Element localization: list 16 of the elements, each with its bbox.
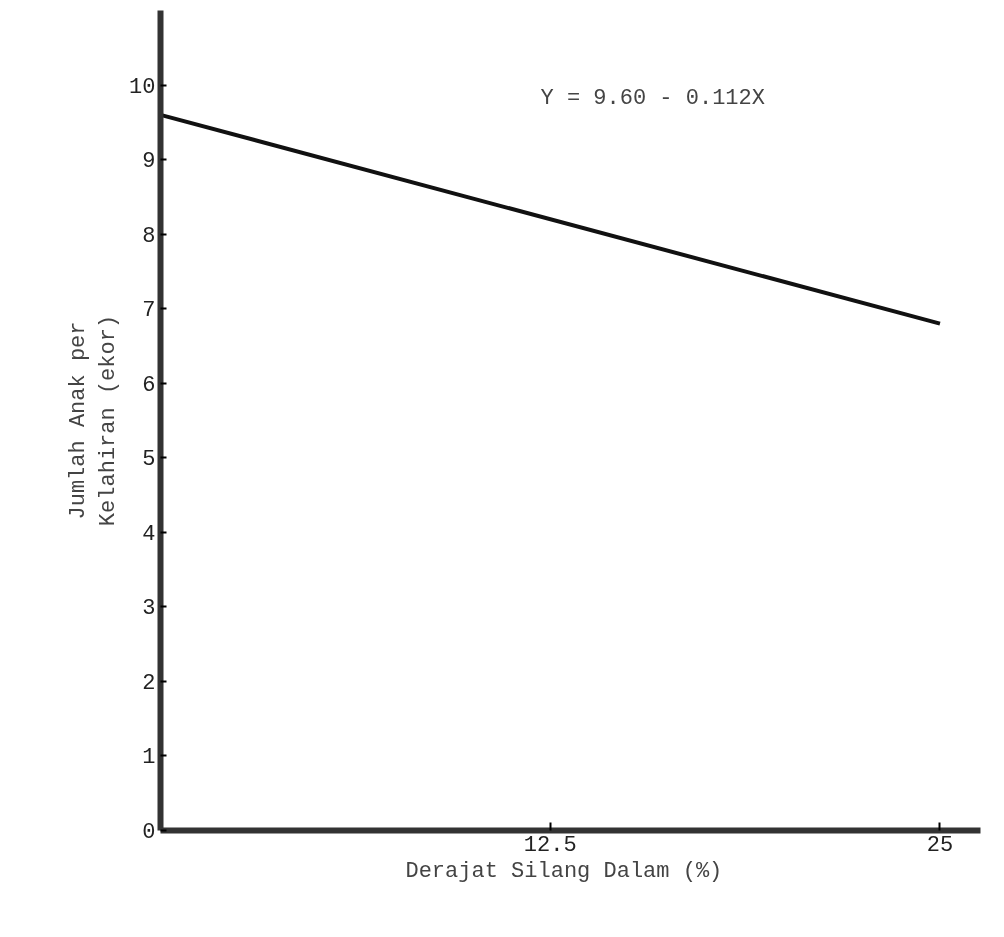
y-tick-label: 8 [142, 223, 156, 249]
y-tick-label: 3 [142, 596, 156, 622]
y-tick-label: 10 [129, 74, 156, 100]
y-tick-label: 0 [142, 820, 156, 845]
y-tick-label: 4 [142, 521, 156, 547]
x-tick-label: 25 [926, 832, 954, 858]
y-tick-label: 5 [142, 447, 156, 473]
y-tick-label: 6 [142, 372, 156, 398]
y-tick-label: 9 [142, 149, 156, 175]
x-axis-title: Derajat Silang Dalam (%) [405, 858, 723, 884]
x-tick-label: 12.5 [523, 832, 577, 858]
y-axis-title: Jumlah Anak per Kelahiran (ekor) [66, 314, 122, 527]
annotation: Y = 9.60 - 0.112X [540, 85, 765, 111]
y-tick-label: 1 [142, 745, 156, 771]
y-tick-label: 2 [142, 670, 156, 696]
y-tick-label: 7 [142, 298, 156, 324]
